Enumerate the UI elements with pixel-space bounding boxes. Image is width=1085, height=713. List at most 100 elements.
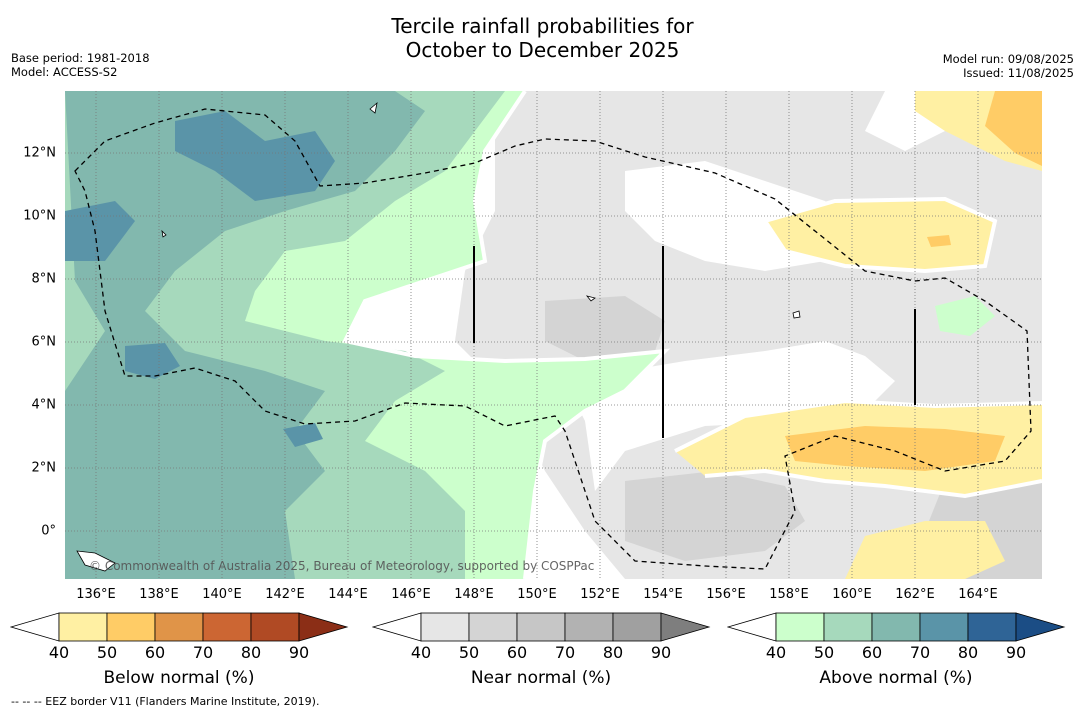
lat-label: 4°N xyxy=(31,397,57,413)
lon-label: 138°E xyxy=(139,587,179,602)
colorbar-swatch xyxy=(967,612,1017,642)
lat-label: 0° xyxy=(41,523,56,539)
colorbar-swatch xyxy=(919,612,969,642)
colorbar-tick: 50 xyxy=(813,643,835,662)
colorbar-tick: 70 xyxy=(554,643,576,662)
lon-label: 164°E xyxy=(958,587,998,602)
colorbar-tick: 50 xyxy=(96,643,118,662)
islands xyxy=(76,101,801,572)
above-normal-80-se xyxy=(283,423,323,447)
lat-label: 6°N xyxy=(31,334,57,350)
colorbar-tick: 80 xyxy=(602,643,624,662)
lat-label: 8°N xyxy=(31,271,57,287)
colorbar-swatches xyxy=(727,612,1066,642)
colorbar-swatch xyxy=(516,612,566,642)
near-normal-50-patch-south xyxy=(625,471,805,561)
region-dividers xyxy=(473,246,916,438)
model-run: Model run: 09/08/2025 xyxy=(942,52,1074,66)
near-normal-label: Near normal (%) xyxy=(470,668,612,688)
eez-footnote: -- -- -- EEZ border V11 (Flanders Marine… xyxy=(11,695,320,708)
below-normal-60-mid xyxy=(927,235,951,247)
issued-date: Issued: 11/08/2025 xyxy=(963,66,1074,80)
colorbar-extend-high xyxy=(660,612,711,642)
colorbar-swatch xyxy=(468,612,518,642)
category-boundary-mid xyxy=(761,196,998,274)
colorbar-swatch xyxy=(250,612,300,642)
lon-label: 148°E xyxy=(454,587,494,602)
equal-chance-region xyxy=(565,341,895,491)
colorbar-tick: 60 xyxy=(506,643,528,662)
eez-border xyxy=(74,108,1032,570)
category-boundary xyxy=(342,91,671,579)
above-normal-80-west xyxy=(65,201,135,261)
lat-label: 10°N xyxy=(23,208,56,224)
colorbar-swatches xyxy=(372,612,711,642)
lon-label: 150°E xyxy=(517,587,557,602)
above-normal-80-north xyxy=(175,111,335,201)
colorbar-tick: 40 xyxy=(410,643,432,662)
model-name: Model: ACCESS-S2 xyxy=(11,65,118,79)
colorbar-swatch xyxy=(871,612,921,642)
probability-map: © Commonwealth of Australia 2025, Bureau… xyxy=(65,91,1042,579)
lon-label: 136°E xyxy=(76,587,116,602)
colorbar-tick: 70 xyxy=(192,643,214,662)
lon-label: 144°E xyxy=(328,587,368,602)
above-normal-colorbar xyxy=(727,612,1066,642)
colorbar-extend-high xyxy=(1015,612,1066,642)
lon-label: 156°E xyxy=(706,587,746,602)
lon-label: 142°E xyxy=(265,587,305,602)
colorbar-swatch xyxy=(420,612,470,642)
lat-label: 2°N xyxy=(31,460,57,476)
base-period: Base period: 1981-2018 xyxy=(11,51,150,65)
colorbar-tick: 90 xyxy=(650,643,672,662)
colorbar-swatches xyxy=(10,612,349,642)
below-normal-60-south xyxy=(785,426,1005,471)
lon-label: 160°E xyxy=(832,587,872,602)
colorbar-tick: 80 xyxy=(957,643,979,662)
title-line-1: Tercile rainfall probabilities for xyxy=(391,14,694,38)
colorbar-tick: 40 xyxy=(48,643,70,662)
colorbar-tick: 40 xyxy=(765,643,787,662)
lon-label: 158°E xyxy=(769,587,809,602)
below-normal-colorbar xyxy=(10,612,349,642)
near-normal-50-patch xyxy=(545,296,665,361)
lon-label: 152°E xyxy=(580,587,620,602)
below-normal-region-se xyxy=(845,521,1005,579)
colorbar-swatch xyxy=(202,612,252,642)
near-normal-colorbar xyxy=(372,612,711,642)
lat-label: 12°N xyxy=(23,145,56,161)
colorbar-swatch xyxy=(154,612,204,642)
copyright-notice: © Commonwealth of Australia 2025, Bureau… xyxy=(89,559,594,573)
lon-label: 146°E xyxy=(391,587,431,602)
above-normal-patch-east xyxy=(935,296,995,336)
colorbar-extend-high xyxy=(298,612,349,642)
title-line-2: October to December 2025 xyxy=(405,38,680,62)
colorbar-extend-low xyxy=(10,612,60,642)
colorbar-swatch xyxy=(775,612,825,642)
above-normal-label: Above normal (%) xyxy=(819,668,973,688)
colorbar-tick: 90 xyxy=(288,643,310,662)
graticule xyxy=(65,91,1042,579)
lon-label: 154°E xyxy=(643,587,683,602)
above-normal-70-south xyxy=(105,441,265,541)
lon-label: 162°E xyxy=(895,587,935,602)
above-normal-80-mid xyxy=(125,343,180,379)
colorbar-swatch xyxy=(823,612,873,642)
below-normal-label: Below normal (%) xyxy=(103,668,255,688)
colorbar-swatch xyxy=(58,612,108,642)
colorbar-tick: 90 xyxy=(1005,643,1027,662)
colorbar-tick: 70 xyxy=(909,643,931,662)
colorbar-swatch xyxy=(564,612,614,642)
meta-right: Model run: 09/08/2025 Issued: 11/08/2025 xyxy=(943,52,1074,80)
colorbar-tick: 80 xyxy=(240,643,262,662)
map-title: Tercile rainfall probabilities for Octob… xyxy=(0,14,1085,62)
below-normal-region-mid xyxy=(765,199,995,271)
colorbar-swatch xyxy=(612,612,662,642)
lon-label: 140°E xyxy=(202,587,242,602)
colorbar-swatch xyxy=(106,612,156,642)
below-normal-60-ne xyxy=(985,91,1042,166)
colorbar-tick: 50 xyxy=(458,643,480,662)
colorbar-tick: 60 xyxy=(144,643,166,662)
meta-left: Base period: 1981-2018 Model: ACCESS-S2 xyxy=(11,51,150,79)
colorbar-tick: 60 xyxy=(861,643,883,662)
